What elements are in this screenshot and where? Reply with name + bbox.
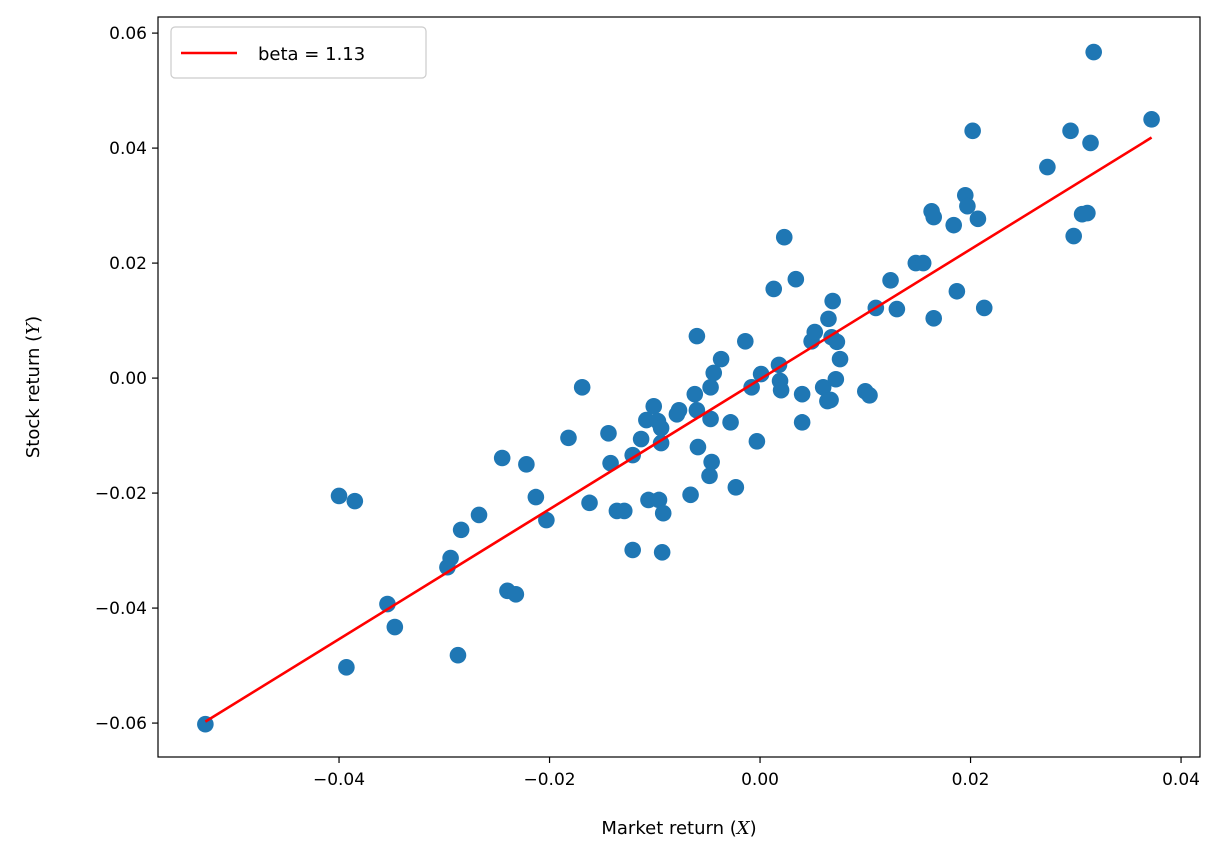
y-tick-label: −0.06: [95, 714, 147, 734]
legend-box: [170, 26, 427, 79]
data-point: [888, 300, 906, 318]
data-point: [653, 544, 671, 561]
data-point: [712, 350, 730, 368]
data-point: [1079, 204, 1096, 222]
data-point: [624, 541, 641, 559]
data-point: [975, 299, 993, 317]
data-point: [827, 370, 845, 388]
data-point: [727, 479, 745, 496]
data-point: [722, 414, 739, 431]
data-point: [538, 511, 555, 529]
x-tick-label: 0.02: [952, 770, 990, 790]
y-tick-label: 0.00: [109, 369, 147, 389]
data-point: [914, 254, 932, 272]
data-point: [701, 467, 718, 485]
y-axis-label: Stock return (Y): [23, 316, 44, 458]
data-point: [654, 504, 672, 522]
data-point: [452, 521, 470, 539]
data-point: [581, 494, 598, 512]
data-point: [573, 378, 591, 396]
x-axis-label: Market return (X): [601, 818, 756, 839]
data-point: [346, 492, 364, 510]
data-point: [882, 272, 899, 289]
data-point: [793, 385, 811, 403]
data-point: [686, 385, 704, 403]
data-point: [518, 456, 535, 473]
data-point: [959, 197, 976, 215]
data-point: [828, 333, 846, 351]
data-point: [824, 292, 841, 310]
data-point: [831, 350, 849, 368]
plot-frame: [157, 16, 1201, 758]
legend: beta = 1.13: [170, 26, 427, 79]
data-point: [752, 365, 770, 383]
data-point: [688, 327, 706, 345]
data-point: [705, 364, 723, 382]
data-point: [737, 332, 754, 350]
data-point: [703, 453, 720, 471]
data-point: [330, 487, 348, 505]
data-point: [507, 585, 525, 603]
y-tick-label: 0.06: [109, 24, 147, 44]
data-point: [1062, 122, 1079, 140]
data-point: [650, 491, 668, 509]
data-point: [670, 401, 688, 419]
data-point: [386, 618, 404, 636]
data-point: [652, 419, 670, 437]
data-point: [1082, 134, 1099, 152]
data-point: [470, 506, 488, 524]
data-point: [861, 387, 878, 404]
data-point: [338, 659, 355, 676]
data-point: [1085, 43, 1102, 61]
data-point: [787, 270, 805, 288]
data-point: [964, 122, 981, 140]
data-point: [493, 449, 511, 467]
data-point: [948, 282, 966, 300]
data-point: [775, 228, 793, 246]
x-tick-label: −0.02: [523, 770, 575, 790]
data-point: [449, 646, 467, 664]
data-point: [765, 280, 783, 298]
data-point: [748, 433, 766, 450]
data-point: [1065, 227, 1082, 245]
data-point: [969, 210, 987, 228]
x-tick-label: −0.04: [313, 770, 365, 790]
data-point: [820, 310, 837, 328]
data-point: [615, 502, 633, 520]
data-point: [689, 438, 707, 456]
y-tick-label: −0.04: [95, 599, 147, 619]
data-point: [822, 391, 839, 409]
data-point: [925, 208, 943, 226]
legend-label: beta = 1.13: [258, 44, 365, 65]
data-point: [682, 486, 699, 504]
data-point: [560, 429, 577, 447]
data-point: [632, 430, 650, 448]
y-axis-ticks: −0.06 −0.04 −0.02 0.00 0.02 0.04 0.06: [95, 24, 158, 734]
data-point: [925, 309, 943, 327]
x-axis-ticks: −0.04 −0.02 0.00 0.02 0.04: [313, 757, 1200, 790]
data-point: [806, 323, 824, 341]
data-point: [702, 378, 719, 396]
data-point: [702, 410, 719, 428]
y-tick-label: 0.04: [109, 139, 147, 159]
y-tick-label: 0.02: [109, 254, 147, 274]
regression-line-group: [204, 136, 1153, 723]
regression-line: [204, 136, 1153, 723]
y-tick-label: −0.02: [95, 484, 147, 504]
x-tick-label: 0.00: [741, 770, 779, 790]
data-point: [527, 488, 545, 506]
x-tick-label: 0.04: [1162, 770, 1200, 790]
data-point: [602, 454, 619, 472]
data-point: [600, 424, 617, 442]
data-point: [1039, 158, 1056, 176]
data-point: [814, 378, 832, 396]
data-point: [1143, 111, 1160, 128]
data-point: [645, 397, 663, 415]
data-point: [793, 414, 811, 431]
data-point: [945, 216, 963, 234]
data-point: [772, 381, 790, 399]
data-point: [442, 549, 459, 567]
